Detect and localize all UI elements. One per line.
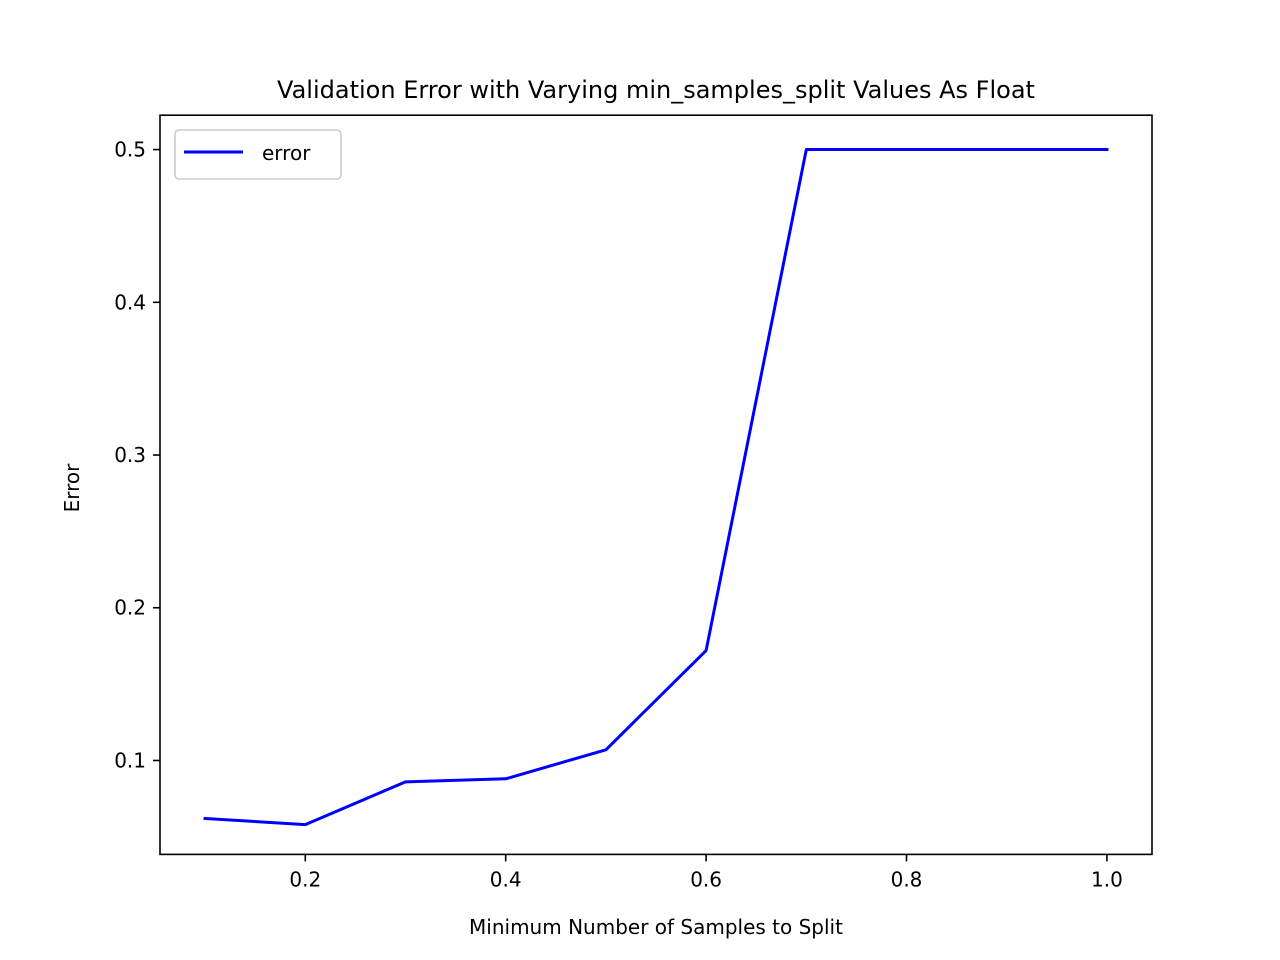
x-tick-label: 0.4: [490, 867, 522, 891]
x-tick-label: 0.8: [891, 867, 923, 891]
x-axis-ticks: 0.2 0.4 0.6 0.8 1.0: [289, 854, 1123, 891]
x-tick-label: 1.0: [1091, 867, 1123, 891]
chart-title: Validation Error with Varying min_sample…: [277, 76, 1035, 104]
y-tick-label: 0.2: [114, 596, 146, 620]
legend-box: [174, 129, 342, 180]
y-tick-label: 0.5: [114, 138, 146, 162]
x-axis-label: Minimum Number of Samples to Split: [469, 915, 843, 939]
y-tick-label: 0.4: [114, 290, 146, 314]
y-tick-label: 0.3: [114, 443, 146, 467]
series-line-error: [203, 148, 1109, 827]
y-tick-label: 0.1: [114, 748, 146, 772]
legend: error: [174, 129, 342, 180]
legend-label: error: [262, 141, 311, 165]
y-axis-label: Error: [60, 463, 84, 513]
plot-series-layer: [203, 148, 1109, 827]
x-tick-label: 0.2: [289, 867, 321, 891]
plot-area-frame: [159, 114, 1153, 856]
x-tick-label: 0.6: [690, 867, 722, 891]
y-axis-ticks: 0.1 0.2 0.3 0.4 0.5: [114, 138, 160, 772]
